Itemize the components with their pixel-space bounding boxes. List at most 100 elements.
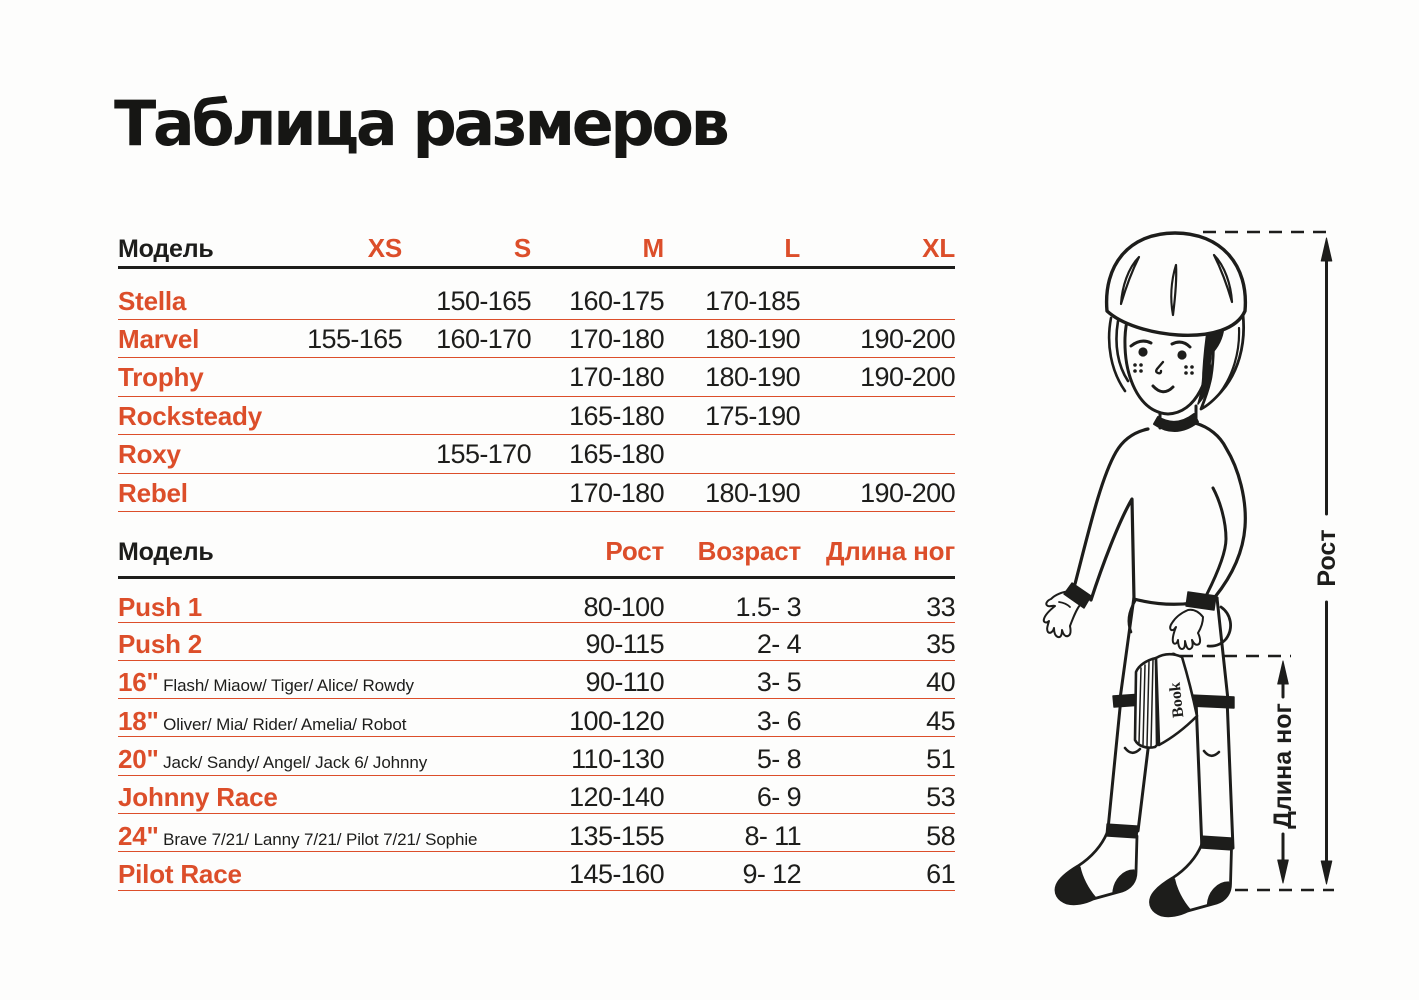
model-name: Trophy: [118, 362, 204, 393]
size-value-s: 160-170: [436, 324, 531, 355]
size-value-m: 165-180: [569, 439, 664, 470]
shorts-pocket-right: [1206, 605, 1232, 648]
model-name: 18": [118, 705, 159, 736]
foot-left: [1054, 823, 1139, 906]
model-name: Rebel: [118, 477, 188, 508]
cuff-right: [1185, 591, 1217, 611]
table-row: Push 2 90-115 2- 4 35: [118, 623, 956, 661]
table-row: 20" Jack/ Sandy/ Angel/ Jack 6/ Johnny 1…: [118, 737, 956, 776]
size-value-xs: 155-165: [307, 324, 402, 355]
model-name: Stella: [118, 285, 187, 316]
table-row: Trophy 170-180 180-190 190-200: [118, 358, 956, 397]
size-value-l: 175-190: [705, 400, 800, 431]
height-range: 90-110: [585, 667, 665, 698]
adult-size-table: Модель XS S M L XL Stella 150-165 160-17…: [118, 233, 956, 513]
height-range: 145-160: [569, 858, 664, 889]
hand-right-outline: [1169, 608, 1204, 651]
size-value-s: 155-170: [436, 439, 531, 470]
hair-strand-left-outer: [1107, 316, 1127, 393]
size-value-l: 170-185: [705, 285, 800, 316]
book-cover: [1154, 652, 1199, 747]
height-arrow: [1320, 237, 1333, 885]
leg-length-label: Длина ног: [1269, 703, 1297, 829]
model-name: Rocksteady: [118, 400, 262, 431]
model-name: Push 1: [118, 592, 203, 622]
leg-right: [1194, 696, 1235, 852]
age-range: 9- 12: [742, 858, 801, 889]
size-value-m: 165-180: [569, 400, 664, 431]
adult-size-table-header: Модель XS S M L XL: [118, 233, 955, 269]
model-variants: Brave 7/21/ Lanny 7/21/ Pilot 7/21/ Soph…: [163, 829, 478, 849]
table-row: Pilot Race 145-160 9- 12 61: [118, 852, 956, 891]
table-row: Marvel 155-165 160-170 170-180 180-190 1…: [118, 320, 956, 359]
size-value-l: 180-190: [705, 477, 800, 508]
hand-left-thumb-line: [1058, 601, 1071, 608]
model-variants: Jack/ Sandy/ Angel/ Jack 6/ Johnny: [163, 752, 428, 772]
kids-size-table: Модель Рост Возраст Длина ног Push 1 80-…: [118, 536, 956, 891]
sock-band-left: [1105, 823, 1139, 839]
leg-length-value: 33: [926, 592, 955, 622]
column-header-leg-length: Длина ног: [825, 536, 955, 566]
column-header-age: Возраст: [697, 536, 802, 566]
size-value-xl: 190-200: [860, 324, 955, 355]
leg-length-arrow: [1277, 660, 1289, 884]
table-row: Rebel 170-180 180-190 190-200: [118, 474, 956, 513]
eyebrow-left: [1129, 339, 1153, 348]
table-row: Stella 150-165 160-175 170-185: [118, 269, 955, 321]
leg-length-value: 58: [926, 820, 955, 851]
page-title: Таблица размеров: [114, 87, 730, 160]
age-range: 8- 11: [744, 820, 801, 851]
size-value-xl: 190-200: [860, 362, 955, 393]
hair-strand-right: [1217, 326, 1241, 396]
eye-left: [1138, 347, 1148, 357]
book: [1133, 652, 1199, 749]
leg-length-value: 45: [926, 705, 955, 736]
age-range: 2- 4: [756, 629, 802, 659]
height-range: 100-120: [569, 705, 664, 736]
shirt-fill: [1064, 423, 1246, 605]
foot-left-heel-patch: [1112, 869, 1137, 893]
leg-length-value: 40: [926, 667, 955, 698]
age-range: 5- 8: [756, 743, 802, 774]
age-range: 1.5- 3: [735, 592, 802, 622]
size-value-l: 180-190: [705, 362, 800, 393]
size-value-m: 160-175: [569, 285, 664, 316]
mouth-smile: [1151, 384, 1175, 394]
foot-right: [1149, 835, 1234, 918]
model-name: Marvel: [118, 324, 200, 355]
leg-length-value: 53: [926, 782, 955, 813]
size-value-l: 180-190: [705, 324, 800, 355]
hair-right-shadow: [1197, 321, 1224, 405]
age-range: 3- 6: [756, 705, 802, 736]
table-row: 16" Flash/ Miaow/ Tiger/ Alice/ Rowdy 90…: [118, 661, 956, 700]
nose: [1155, 360, 1165, 375]
height-label: Рост: [1313, 529, 1341, 586]
knee-mark-right: [1202, 749, 1221, 758]
foot-right-heel-patch: [1206, 881, 1232, 905]
age-range: 6- 9: [756, 782, 802, 813]
column-header-height: Рост: [605, 536, 664, 566]
model-name: Roxy: [118, 439, 181, 470]
leg-length-value: 35: [926, 629, 955, 659]
leg-length-value: 51: [926, 743, 955, 774]
column-header-model: Модель: [118, 235, 214, 263]
model-name: 16": [118, 667, 159, 698]
model-name: 20": [118, 743, 159, 774]
leg-length-value: 61: [926, 858, 955, 889]
column-header-l: L: [784, 233, 800, 263]
height-range: 90-115: [585, 629, 665, 659]
foot-right-toe-cap: [1150, 877, 1192, 917]
foot-left-toe-cap: [1056, 865, 1097, 905]
model-variants: Oliver/ Mia/ Rider/ Amelia/ Robot: [163, 714, 407, 734]
column-header-xs: XS: [367, 233, 402, 263]
eye-right: [1177, 350, 1187, 360]
size-value-xl: 190-200: [860, 477, 955, 508]
helmet-vent-left: [1119, 255, 1141, 306]
model-name: Johnny Race: [118, 782, 278, 813]
freckles-right: [1184, 365, 1194, 375]
helmet-vent-right: [1212, 253, 1234, 304]
table-row: 18" Oliver/ Mia/ Rider/ Amelia/ Robot 10…: [118, 699, 956, 738]
book-page-line: [1142, 664, 1146, 746]
sock-band-right: [1199, 835, 1234, 851]
